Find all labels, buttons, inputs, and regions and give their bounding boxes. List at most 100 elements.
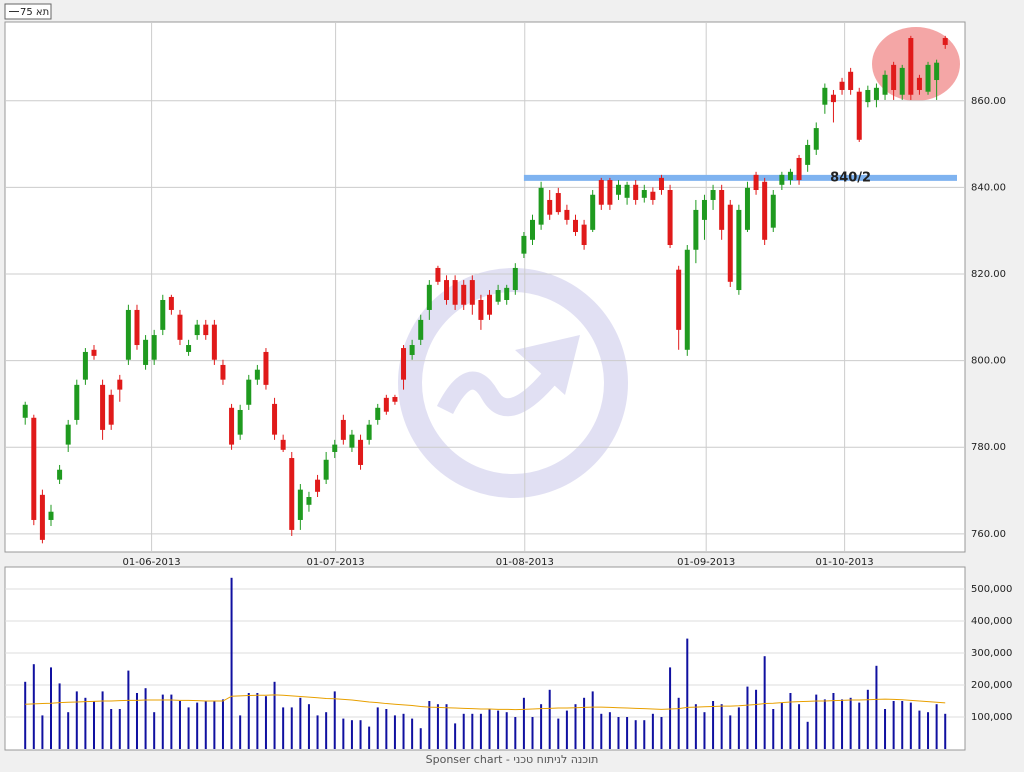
volume-bar bbox=[832, 693, 835, 749]
volume-bar bbox=[892, 701, 895, 749]
candle-body bbox=[736, 209, 742, 291]
volume-bar bbox=[230, 577, 233, 749]
volume-bar bbox=[755, 689, 758, 749]
volume-bar bbox=[505, 712, 508, 749]
volume-bar bbox=[669, 667, 672, 749]
candle-body bbox=[779, 174, 785, 185]
volume-bar bbox=[780, 702, 783, 749]
volume-bar bbox=[703, 712, 706, 749]
candle-body bbox=[82, 351, 88, 380]
candle-body bbox=[108, 394, 114, 425]
volume-bar bbox=[144, 688, 147, 749]
y-tick-label: 780.00 bbox=[971, 442, 1006, 453]
volume-bar bbox=[849, 697, 852, 749]
candle-body bbox=[658, 177, 664, 191]
candle-body bbox=[710, 190, 716, 200]
volume-bar bbox=[531, 717, 534, 749]
volume-bar bbox=[239, 715, 242, 749]
volume-bar bbox=[471, 713, 474, 749]
volume-bar bbox=[101, 691, 104, 749]
candle-body bbox=[22, 404, 28, 418]
volume-bar bbox=[712, 701, 715, 749]
candle-body bbox=[667, 190, 673, 245]
candle-body bbox=[91, 349, 97, 356]
volume-bar bbox=[574, 704, 577, 749]
volume-bar bbox=[411, 718, 414, 749]
volume-bar bbox=[634, 720, 637, 749]
volume-bar bbox=[918, 710, 921, 749]
candle-body bbox=[194, 324, 200, 336]
volume-bar bbox=[135, 693, 138, 749]
volume-bar bbox=[479, 713, 482, 749]
volume-bar bbox=[161, 694, 164, 749]
volume-bar bbox=[153, 712, 156, 749]
volume-bar bbox=[84, 697, 87, 749]
volume-bar bbox=[393, 715, 396, 749]
candle-body bbox=[478, 299, 484, 320]
candle-body bbox=[598, 180, 604, 205]
candle-body bbox=[796, 157, 802, 181]
candle-body bbox=[848, 71, 854, 90]
volume-bar bbox=[660, 717, 663, 749]
volume-bar bbox=[798, 704, 801, 749]
y-tick-label: 500,000 bbox=[971, 584, 1012, 595]
legend-label: תא 75 bbox=[20, 7, 49, 18]
candle-body bbox=[512, 267, 518, 291]
candle-body bbox=[297, 489, 303, 520]
candle-body bbox=[633, 184, 639, 200]
volume-bar bbox=[316, 715, 319, 749]
candle-body bbox=[117, 379, 123, 390]
candle-body bbox=[469, 280, 475, 305]
candle-body bbox=[186, 345, 192, 352]
volume-bar bbox=[127, 670, 130, 749]
volume-bar bbox=[436, 704, 439, 749]
volume-bar bbox=[927, 712, 930, 749]
volume-bar bbox=[24, 681, 27, 749]
candle-body bbox=[340, 419, 346, 440]
volume-bar bbox=[282, 707, 285, 749]
volume-bar bbox=[333, 691, 336, 749]
candle-body bbox=[916, 77, 922, 90]
candle-body bbox=[143, 339, 149, 365]
volume-bar bbox=[522, 697, 525, 749]
candle-body bbox=[151, 335, 157, 360]
volume-bar bbox=[290, 707, 293, 749]
candle-body bbox=[315, 479, 321, 492]
candle-body bbox=[504, 287, 510, 300]
volume-bar bbox=[204, 701, 207, 749]
volume-bar bbox=[368, 726, 371, 749]
candle-body bbox=[624, 184, 630, 198]
candle-body bbox=[444, 280, 450, 300]
candle-body bbox=[134, 309, 140, 346]
volume-bar bbox=[196, 702, 199, 749]
candle-body bbox=[392, 396, 398, 402]
volume-bar bbox=[221, 699, 224, 749]
volume-bar bbox=[50, 667, 53, 749]
x-tick-label: 01-08-2013 bbox=[496, 557, 554, 568]
volume-bar bbox=[789, 693, 792, 749]
candle-body bbox=[564, 209, 570, 220]
candle-body bbox=[787, 171, 793, 181]
volume-bar bbox=[815, 694, 818, 749]
candle-body bbox=[435, 267, 441, 282]
candle-body bbox=[641, 190, 647, 198]
candle-body bbox=[727, 204, 733, 282]
volume-bar bbox=[565, 710, 568, 749]
x-tick-label: 01-06-2013 bbox=[123, 557, 181, 568]
volume-bar bbox=[350, 720, 353, 749]
candle-body bbox=[822, 87, 828, 105]
volume-bar bbox=[901, 701, 904, 749]
candle-body bbox=[125, 309, 131, 360]
volume-bar bbox=[737, 707, 740, 749]
volume-bar bbox=[720, 704, 723, 749]
volume-bar bbox=[746, 686, 749, 749]
volume-bar bbox=[643, 720, 646, 749]
candle-body bbox=[744, 187, 750, 230]
candle-body bbox=[401, 348, 407, 380]
volume-bar bbox=[583, 697, 586, 749]
volume-bar bbox=[591, 691, 594, 749]
candle-body bbox=[366, 424, 372, 440]
volume-bar bbox=[608, 712, 611, 749]
candle-body bbox=[839, 81, 845, 90]
candle-body bbox=[332, 444, 338, 452]
